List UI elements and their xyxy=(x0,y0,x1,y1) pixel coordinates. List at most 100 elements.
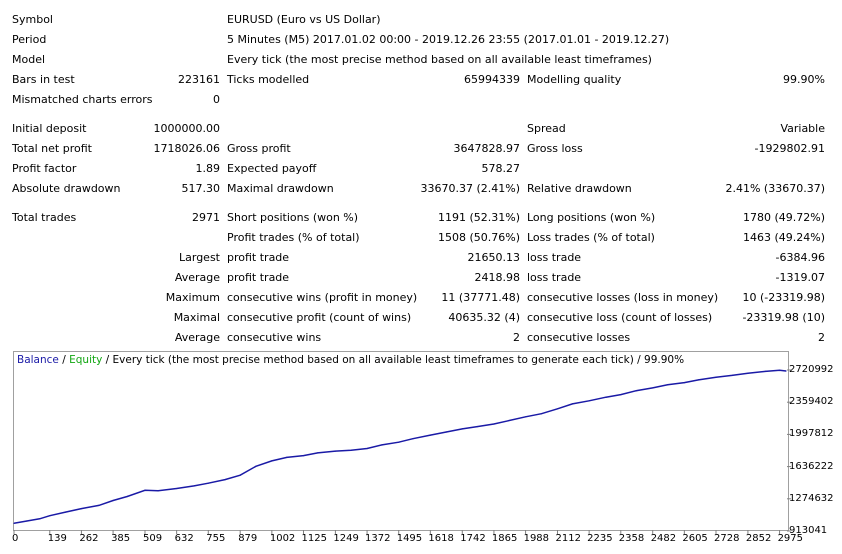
x-tick-label: 262 xyxy=(79,533,99,544)
gross-loss-value: -1929802.91 xyxy=(754,142,825,155)
x-tick-label: 2975 xyxy=(777,533,804,544)
spread-value: Variable xyxy=(780,122,825,135)
x-tick-label: 2482 xyxy=(650,533,677,544)
model-value: Every tick (the most precise method base… xyxy=(227,53,652,66)
gross-loss-label: Gross loss xyxy=(527,142,583,155)
balance-point xyxy=(764,370,767,372)
x-tick-label: 1865 xyxy=(491,533,518,544)
expected-payoff-label: Expected payoff xyxy=(227,162,317,175)
balance-point xyxy=(715,376,717,378)
balance-point xyxy=(652,387,654,389)
profit-trades-label: Profit trades (% of total) xyxy=(227,231,360,244)
short-positions-label: Short positions (won %) xyxy=(227,211,359,224)
gross-profit-label: Gross profit xyxy=(227,142,291,155)
x-tick-label: 2728 xyxy=(714,533,740,544)
balance-point xyxy=(350,449,352,451)
x-tick-label: 509 xyxy=(142,533,163,544)
loss-trades-label: Loss trades (% of total) xyxy=(527,231,655,244)
average-cons-label: Average xyxy=(174,331,220,344)
model-label: Model xyxy=(12,53,46,66)
total-trades-label: Total trades xyxy=(12,211,77,224)
x-tick-label: 1372 xyxy=(365,533,391,544)
maximum-label: Maximum xyxy=(165,291,220,304)
balance-series-line xyxy=(13,369,787,525)
balance-point xyxy=(588,400,590,402)
balance-point xyxy=(157,490,159,492)
balance-point xyxy=(98,504,100,506)
x-tick-label: 1742 xyxy=(460,533,486,544)
balance-point xyxy=(224,479,226,481)
x-tick-label: 0 xyxy=(12,533,19,544)
long-positions-label: Long positions (won %) xyxy=(527,211,656,224)
x-tick-label: 1988 xyxy=(523,533,550,544)
average-label: Average xyxy=(174,271,220,284)
balance-point xyxy=(207,482,209,484)
deposit-value: 1000000.00 xyxy=(153,122,220,135)
x-tick-label: 2605 xyxy=(682,533,708,544)
legend-balance: Balance xyxy=(17,354,59,366)
legend-equity: Equity xyxy=(69,354,103,366)
abs-drawdown-value: 517.30 xyxy=(181,182,221,195)
legend-description: / Every tick (the most precise method ba… xyxy=(102,354,685,366)
average-profit-value: 2418.98 xyxy=(474,271,521,284)
x-tick-label: 755 xyxy=(206,533,226,544)
gross-profit-value: 3647828.97 xyxy=(453,142,520,155)
balance-point xyxy=(13,522,15,524)
balance-point xyxy=(667,384,669,386)
balance-point xyxy=(26,520,28,522)
rel-drawdown-label: Relative drawdown xyxy=(527,182,632,195)
ticks-label: Ticks modelled xyxy=(227,73,310,86)
quality-label: Modelling quality xyxy=(527,73,622,86)
quality-value: 99.90% xyxy=(783,73,825,86)
balance-point xyxy=(540,413,543,415)
balance-point xyxy=(779,369,781,371)
x-tick-label: 1125 xyxy=(301,533,327,544)
x-tick-label: 632 xyxy=(174,533,194,544)
max-drawdown-label: Maximal drawdown xyxy=(227,182,334,195)
x-tick-label: 139 xyxy=(47,533,67,544)
largest-profit-label: profit trade xyxy=(227,251,290,264)
x-tick-label: 2852 xyxy=(745,533,772,544)
bars-value: 223161 xyxy=(178,73,220,86)
balance-point xyxy=(525,416,527,418)
bars-label: Bars in test xyxy=(12,73,75,86)
ticks-value: 65994339 xyxy=(464,73,520,86)
x-tick-label: 2358 xyxy=(618,533,645,544)
balance-point xyxy=(493,423,495,425)
net-profit-value: 1718026.06 xyxy=(153,142,220,155)
x-tick-label: 1002 xyxy=(269,533,296,544)
balance-point xyxy=(80,508,82,510)
largest-label: Largest xyxy=(179,251,220,264)
spread-label: Spread xyxy=(527,122,566,135)
balance-point xyxy=(429,434,431,436)
average-loss-value: -1319.07 xyxy=(775,271,825,284)
period-value: 5 Minutes (M5) 2017.01.02 00:00 - 2019.1… xyxy=(227,33,670,46)
mismatch-label: Mismatched charts errors xyxy=(12,93,153,106)
balance-point xyxy=(317,452,319,454)
abs-drawdown-label: Absolute drawdown xyxy=(12,182,121,195)
balance-point xyxy=(412,438,414,440)
profit-factor-value: 1.89 xyxy=(195,162,221,175)
y-tick-label: 1997812 xyxy=(789,428,834,440)
maximal-cons-loss-value: -23319.98 (10) xyxy=(742,311,825,324)
y-tick-label: 913041 xyxy=(789,525,828,536)
balance-point xyxy=(193,485,195,487)
balance-point xyxy=(476,426,478,428)
balance-point xyxy=(255,465,257,467)
rel-drawdown-value: 2.41% (33670.37) xyxy=(725,182,825,195)
balance-point xyxy=(620,394,622,396)
balance-point xyxy=(571,403,574,405)
balance-point xyxy=(731,374,733,376)
balance-point xyxy=(697,379,700,381)
balance-point xyxy=(605,396,607,398)
largest-loss-value: -6384.96 xyxy=(775,251,825,264)
avg-cons-wins-label: consecutive wins xyxy=(227,331,322,344)
balance-point xyxy=(507,420,509,422)
balance-point xyxy=(302,455,305,457)
period-label: Period xyxy=(12,33,47,46)
balance-point xyxy=(112,499,114,502)
largest-profit-value: 21650.13 xyxy=(467,251,521,264)
mismatch-value: 0 xyxy=(213,93,220,106)
max-cons-wins-value: 11 (37771.48) xyxy=(441,291,520,304)
